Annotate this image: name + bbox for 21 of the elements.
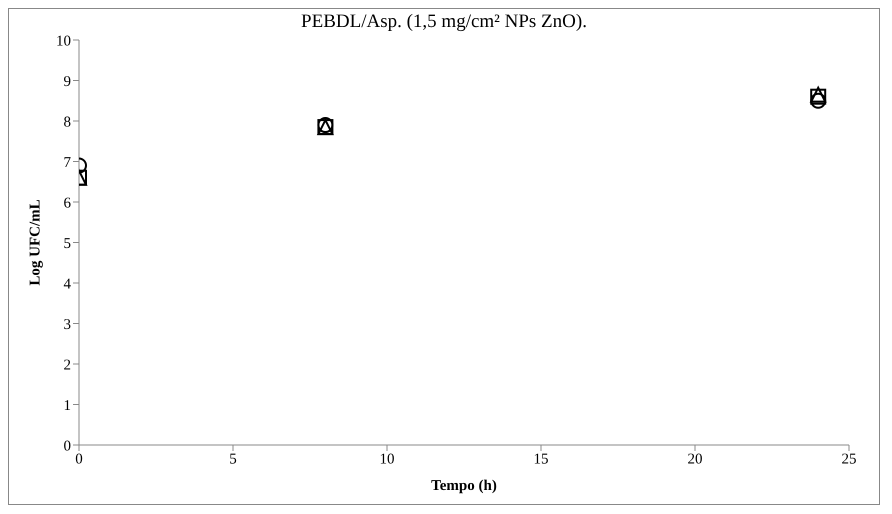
y-tick-label: 8 <box>64 114 71 130</box>
y-tick-label: 5 <box>64 236 71 252</box>
x-tick-label: 10 <box>380 452 394 468</box>
y-tick-label: 9 <box>64 74 71 90</box>
point <box>810 92 826 109</box>
y-tick-label: 6 <box>64 195 72 212</box>
x-tick-label: 5 <box>229 452 237 468</box>
y-tick-label: 7 <box>64 154 72 171</box>
y-axis-title: Log UFC/mL <box>27 199 44 286</box>
x-tick-label: 25 <box>842 452 856 468</box>
y-tick-label: 0 <box>64 438 71 454</box>
y-tick-label: 10 <box>56 33 71 50</box>
x-tick-label: 0 <box>75 452 83 468</box>
y-tick-label: 3 <box>64 316 71 333</box>
x-tick-label: 20 <box>688 452 702 468</box>
x-axis-title: Tempo (h) <box>431 478 497 494</box>
y-tick-label: 1 <box>64 398 71 414</box>
y-tick-label: 4 <box>64 276 72 292</box>
chart-title: PEBDL/Asp. (1,5 mg/cm² NPs ZnO). <box>300 10 588 34</box>
y-tick-label: 2 <box>64 357 71 374</box>
x-tick-label: 15 <box>534 452 548 468</box>
